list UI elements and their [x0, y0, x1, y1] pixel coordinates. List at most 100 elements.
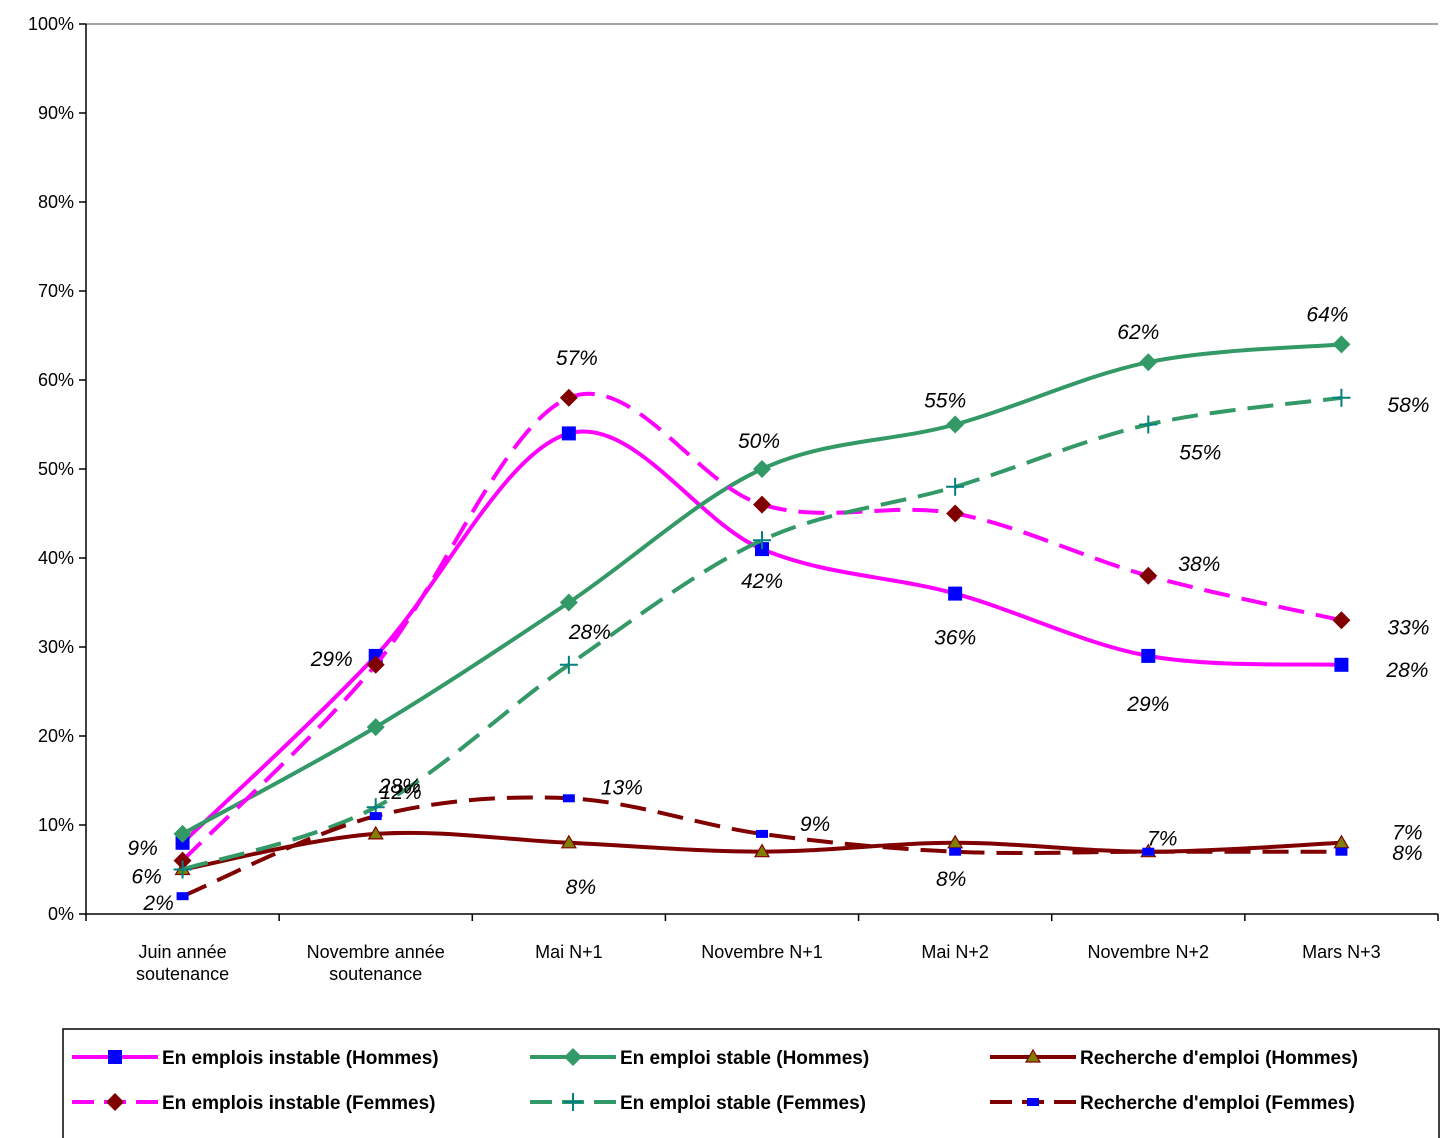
data-labels: 36% 29% 28% 9% 50% 55% 62% 64% 8% 8% 8% 29% 57% 38% 33…: [127, 303, 1429, 915]
x-tick-label: Novembre N+1: [701, 942, 823, 962]
x-tick-label-line: soutenance: [329, 964, 422, 984]
data-point: [753, 843, 771, 858]
data-label: 28%: [378, 775, 421, 798]
x-tick-label: Mai N+1: [535, 942, 603, 962]
x-tick-label: Mars N+3: [1302, 942, 1381, 962]
y-tick-label: 20%: [38, 726, 74, 746]
x-tick-label: Novembre année soutenance: [307, 942, 445, 984]
data-point: [948, 586, 963, 601]
data-point: [173, 860, 192, 879]
data-point: [559, 388, 578, 407]
data-point: [1139, 353, 1158, 372]
y-tick-label: 80%: [38, 192, 74, 212]
data-label: 62%: [1117, 321, 1159, 344]
data-label: 13%: [601, 776, 643, 799]
y-tick-label: 0%: [48, 904, 74, 924]
data-point: [1335, 847, 1348, 856]
data-label: 9%: [800, 813, 830, 836]
data-label: 55%: [924, 390, 966, 413]
series-3: [173, 388, 1351, 870]
data-point: [1332, 335, 1351, 354]
legend-label: Recherche d'emploi (Femmes): [1080, 1093, 1355, 1114]
data-point: [1139, 415, 1158, 434]
legend-marker: [106, 1093, 124, 1111]
data-label: 29%: [1126, 693, 1169, 716]
y-tick-label: 30%: [38, 637, 74, 657]
x-tick-label: Mai N+2: [921, 942, 989, 962]
y-tick-label: 90%: [38, 103, 74, 123]
data-label: 9%: [127, 837, 157, 860]
y-tick-label: 40%: [38, 548, 74, 568]
data-point: [559, 655, 578, 674]
data-label: 28%: [568, 621, 611, 644]
data-label: 8%: [1392, 842, 1422, 865]
data-point: [561, 426, 576, 441]
data-label: 28%: [1385, 659, 1428, 682]
legend-marker: [1027, 1098, 1039, 1106]
x-tick-label: Novembre N+2: [1088, 942, 1210, 962]
data-label: 33%: [1387, 616, 1429, 639]
data-point: [946, 415, 965, 434]
x-tick-label-line: Novembre année: [307, 942, 445, 962]
data-label: 7%: [1147, 828, 1177, 851]
data-point: [366, 655, 385, 674]
x-tick-label: Juin année soutenance: [136, 942, 229, 984]
legend-item: En emploi stable (Femmes): [530, 1093, 866, 1114]
data-label: 58%: [1387, 394, 1429, 417]
legend-marker: [1024, 1048, 1042, 1063]
series-4: [173, 388, 1351, 879]
legend: En emplois instable (Hommes) En emploi st…: [62, 1028, 1440, 1138]
data-point: [1142, 847, 1155, 856]
x-tick-label-line: Novembre N+2: [1088, 942, 1210, 962]
legend-marker: [564, 1093, 582, 1111]
legend-label: En emplois instable (Hommes): [162, 1048, 439, 1069]
data-label: 8%: [566, 876, 596, 899]
data-label: 8%: [936, 868, 966, 891]
series-1: [173, 335, 1351, 843]
legend-item: En emplois instable (Hommes): [72, 1048, 439, 1069]
series-group: [173, 335, 1351, 901]
series-line: [181, 429, 1342, 845]
legend-item: En emplois instable (Femmes): [72, 1093, 435, 1114]
legend-marker: [108, 1050, 122, 1064]
data-point: [366, 718, 385, 737]
data-label: 38%: [1178, 553, 1220, 576]
data-point: [173, 824, 192, 843]
data-point: [176, 892, 189, 901]
data-label: 29%: [310, 648, 353, 671]
data-label: 57%: [556, 347, 598, 370]
data-point: [560, 834, 577, 849]
data-point: [756, 829, 768, 838]
legend-item: Recherche d'emploi (Hommes): [990, 1048, 1358, 1069]
legend-box: [62, 1028, 1440, 1138]
data-label: 50%: [738, 430, 780, 453]
x-tick-label-line: Novembre N+1: [701, 942, 823, 962]
data-point: [562, 794, 575, 803]
data-label: 12%: [380, 781, 422, 804]
legend-label: En emploi stable (Hommes): [620, 1048, 869, 1069]
x-tick-label-line: Mai N+2: [921, 942, 989, 962]
legend-item: Recherche d'emploi (Femmes): [990, 1093, 1355, 1114]
legend-label: Recherche d'emploi (Hommes): [1080, 1048, 1358, 1069]
data-point: [367, 825, 384, 840]
data-point: [1141, 648, 1156, 663]
legend-marker: [564, 1048, 582, 1066]
x-tick-label-line: Mai N+1: [535, 942, 603, 962]
data-point: [559, 593, 578, 612]
legend-label: En emplois instable (Femmes): [162, 1093, 435, 1114]
y-tick-label: 70%: [38, 281, 74, 301]
data-point: [753, 460, 771, 478]
data-point: [1334, 657, 1349, 672]
axes: 0% 10% 20% 30% 40% 50% 60% 70% 80% 90% 100% Juin an…: [28, 14, 1439, 984]
x-tick-label-line: soutenance: [136, 964, 229, 984]
series-0: [175, 426, 1349, 850]
y-tick-label: 50%: [38, 459, 74, 479]
y-tick-label: 10%: [38, 815, 74, 835]
data-point: [1139, 566, 1158, 585]
data-point: [1332, 611, 1351, 630]
y-tick-label: 60%: [38, 370, 74, 390]
legend-label: En emploi stable (Femmes): [620, 1093, 866, 1114]
data-point: [369, 812, 382, 821]
data-label: 2%: [142, 892, 173, 915]
